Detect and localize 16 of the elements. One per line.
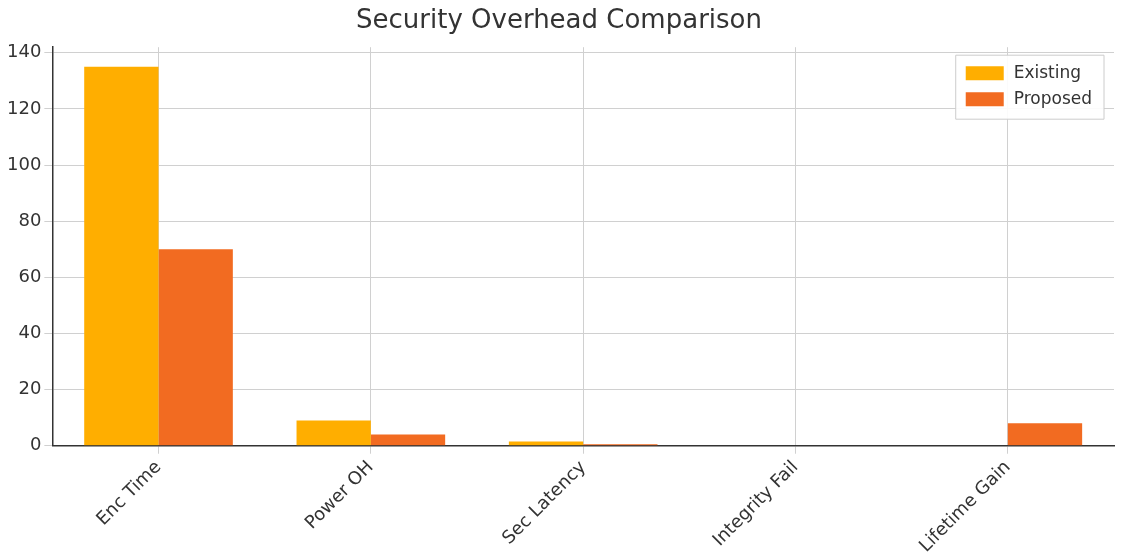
bar xyxy=(84,66,159,446)
bar xyxy=(296,420,371,446)
chart-title: Security Overhead Comparison xyxy=(356,4,762,35)
bar xyxy=(370,434,446,446)
y-tick-label: 20 xyxy=(18,377,42,399)
y-tick-label: 0 xyxy=(29,433,42,455)
bar xyxy=(158,249,233,446)
legend-label: Proposed xyxy=(1013,87,1093,108)
y-tick-label: 120 xyxy=(7,96,42,118)
y-tick-label: 100 xyxy=(7,152,42,174)
y-tick-label: 40 xyxy=(18,321,42,343)
y-tick-label: 80 xyxy=(18,208,42,230)
legend-label: Existing xyxy=(1013,61,1082,82)
bar xyxy=(1007,423,1083,446)
y-tick-label: 60 xyxy=(18,265,42,286)
y-tick-label: 140 xyxy=(7,40,42,62)
